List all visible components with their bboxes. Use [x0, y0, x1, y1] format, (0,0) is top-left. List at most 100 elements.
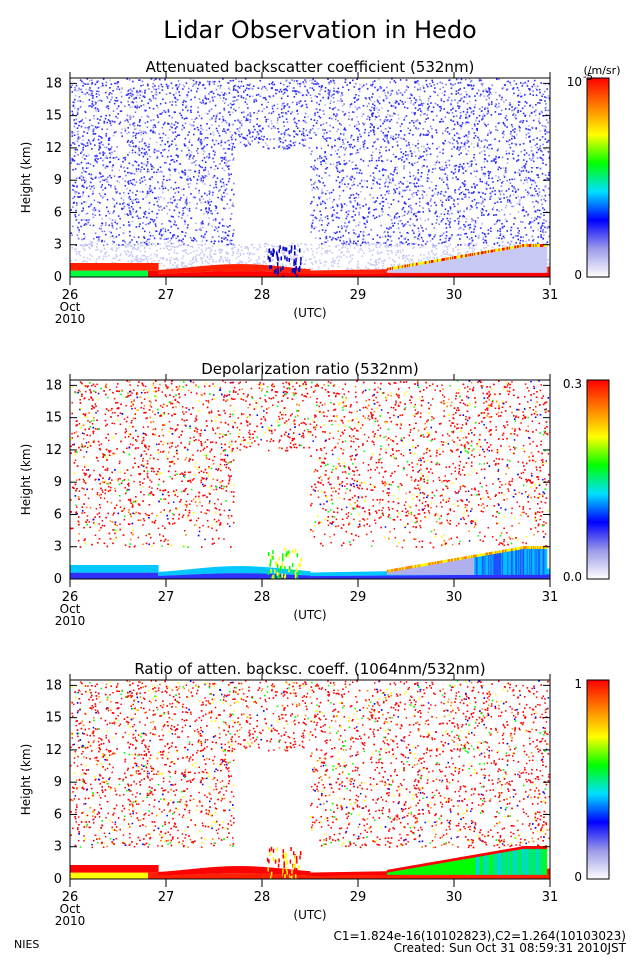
data-point [185, 198, 188, 201]
data-point [199, 133, 202, 135]
data-point [103, 240, 106, 243]
data-point [99, 99, 101, 102]
data-point [257, 137, 260, 140]
data-point [475, 120, 477, 122]
data-point [547, 187, 550, 190]
data-point [451, 142, 454, 145]
data-point [355, 242, 357, 245]
data-point [386, 138, 388, 140]
data-point [399, 219, 402, 222]
data-point [382, 168, 384, 170]
data-point [468, 115, 471, 118]
data-point [418, 121, 421, 124]
data-point [378, 242, 381, 245]
data-point [380, 146, 382, 148]
data-point [468, 196, 471, 199]
data-point [496, 179, 499, 182]
data-point [133, 243, 136, 246]
data-point [415, 99, 417, 101]
data-point [306, 90, 309, 93]
data-point [200, 209, 203, 211]
data-point [345, 204, 348, 207]
data-point [501, 241, 504, 243]
data-point [280, 108, 283, 111]
data-point [92, 97, 94, 99]
data-point [476, 184, 478, 186]
data-point [75, 84, 78, 87]
data-point [321, 202, 324, 205]
data-point [326, 224, 329, 227]
data-point [143, 95, 145, 98]
data-point [476, 116, 478, 119]
data-point [119, 192, 121, 195]
data-point [175, 84, 178, 87]
data-point [171, 116, 173, 119]
data-point [98, 240, 100, 242]
data-point [223, 156, 226, 159]
data-point [112, 240, 114, 243]
data-point [282, 93, 285, 95]
data-point [333, 93, 335, 96]
data-point [483, 205, 485, 208]
data-point [418, 84, 420, 86]
data-point [404, 101, 406, 103]
data-point [200, 138, 202, 141]
data-point [340, 170, 343, 172]
data-point [486, 95, 489, 97]
data-point [420, 145, 423, 148]
data-point [372, 145, 374, 147]
data-point [318, 103, 321, 106]
data-point [282, 111, 284, 114]
data-point [513, 112, 515, 115]
data-point [363, 217, 366, 219]
data-point [171, 87, 174, 89]
data-point [167, 202, 169, 204]
data-point [366, 88, 369, 90]
data-point [393, 170, 395, 173]
data-point [465, 113, 467, 116]
data-point [430, 102, 432, 104]
data-point [166, 155, 169, 158]
data-point [518, 101, 521, 103]
data-point [139, 207, 142, 209]
data-point [434, 102, 437, 105]
data-point [412, 222, 414, 225]
data-point [139, 217, 142, 220]
data-point [505, 167, 507, 169]
data-point [484, 172, 487, 175]
data-point [483, 139, 485, 141]
data-point [457, 178, 460, 181]
data-point [174, 138, 176, 140]
data-point [95, 95, 98, 98]
data-point [489, 227, 492, 230]
data-point [422, 195, 424, 198]
data-point [448, 239, 450, 242]
data-point [534, 216, 536, 219]
data-point [544, 100, 546, 102]
data-point [424, 148, 427, 150]
data-point [191, 239, 193, 242]
data-point [160, 237, 162, 240]
data-point [380, 155, 383, 158]
data-point [399, 157, 402, 160]
data-point [509, 102, 511, 104]
data-point [545, 119, 548, 121]
data-point [470, 165, 473, 167]
data-point [368, 116, 371, 119]
data-point [449, 237, 452, 240]
data-point [176, 87, 179, 89]
data-point [492, 214, 495, 216]
data-point [107, 137, 110, 140]
data-point [272, 83, 274, 86]
data-point [264, 142, 267, 145]
data-point [510, 226, 513, 229]
data-point [165, 161, 167, 164]
data-point [500, 190, 503, 192]
data-point [106, 97, 109, 99]
data-point [446, 127, 449, 129]
data-point [471, 186, 473, 188]
data-point [373, 104, 376, 107]
data-point [88, 89, 90, 91]
data-point [544, 96, 546, 98]
data-point [97, 238, 100, 241]
